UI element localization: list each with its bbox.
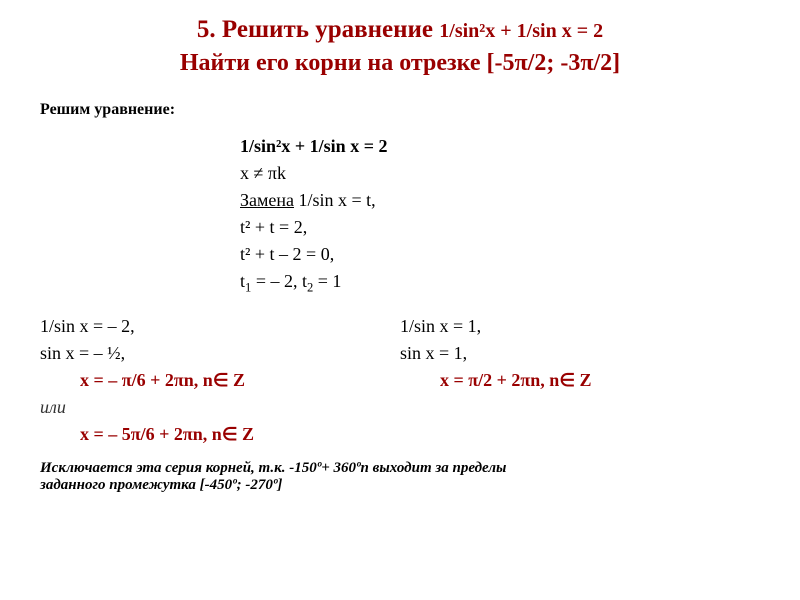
left-result2: x = – 5π/6 + 2πn, n∈ Z (40, 421, 400, 448)
step-substitution: Замена 1/sin x = t, (240, 187, 760, 214)
lr1d: π (174, 370, 184, 390)
lr2a: x = – 5 (80, 424, 131, 444)
rr1e: n, n (530, 370, 559, 390)
note-line2: заданного промежутка [-450º; -270º] (40, 477, 282, 493)
step-quad2: t² + t – 2 = 0, (240, 241, 760, 268)
step-domain: x ≠ πk (240, 160, 760, 187)
step2a: x ≠ (240, 163, 268, 183)
step-roots: t1 = – 2, t2 = 1 (240, 268, 760, 297)
title-line1-text: 5. Решить уравнение (197, 16, 439, 43)
lr1g: Z (229, 370, 246, 390)
title-equation: 1/sin²x + 1/sin x = 2 (439, 20, 603, 42)
slide: 5. Решить уравнение 1/sin²x + 1/sin x = … (0, 0, 800, 600)
columns: 1/sin x = – 2, sin x = – ½, x = – π/6 + … (40, 313, 760, 448)
right-result1: x = π/2 + 2πn, n∈ Z (400, 367, 760, 394)
note-line1: Исключается эта серия корней, т.к. -150º… (40, 460, 506, 476)
rr1b: π (468, 370, 478, 390)
left-result1: x = – π/6 + 2πn, n∈ Z (40, 367, 400, 394)
left-eq1: 1/sin x = – 2, (40, 313, 400, 340)
lr1a: x = – (80, 370, 122, 390)
solution-steps: 1/sin²x + 1/sin x = 2 x ≠ πk Замена 1/si… (240, 133, 760, 297)
left-column: 1/sin x = – 2, sin x = – ½, x = – π/6 + … (40, 313, 400, 448)
title-line2: Найти его корни на отрезке [-5π/2; -3π/2… (180, 50, 620, 76)
lr2f: ∈ (222, 424, 238, 444)
rr1a: x = (440, 370, 468, 390)
title-l2c: /2; -3 (528, 50, 581, 76)
rr1f: ∈ (559, 370, 575, 390)
lr1c: /6 + 2 (132, 370, 174, 390)
s6c: = – 2, t (251, 271, 307, 291)
lr1b: π (122, 370, 132, 390)
lr1f: ∈ (213, 370, 229, 390)
left-eq2: sin x = – ½, (40, 340, 400, 367)
rr1d: π (520, 370, 530, 390)
step2-pi: π (268, 163, 277, 183)
title-l2e: /2] (593, 50, 620, 76)
right-eq1: 1/sin x = 1, (400, 313, 760, 340)
right-eq2: sin x = 1, (400, 340, 760, 367)
title-pi1: π (515, 50, 528, 76)
slide-title: 5. Решить уравнение 1/sin²x + 1/sin x = … (40, 14, 760, 79)
right-column: 1/sin x = 1, sin x = 1, x = π/2 + 2πn, n… (400, 313, 760, 448)
lr2b: π (131, 424, 141, 444)
step2c: k (277, 163, 286, 183)
step3b: 1/sin x = t, (294, 190, 376, 210)
step3-underline: Замена (240, 190, 294, 210)
lr2d: π (183, 424, 193, 444)
rr1c: /2 + 2 (478, 370, 520, 390)
s6e: = 1 (313, 271, 341, 291)
lr2g: Z (238, 424, 255, 444)
rr1g: Z (575, 370, 592, 390)
title-pi2: π (580, 50, 593, 76)
exclusion-note: Исключается эта серия корней, т.к. -150º… (40, 460, 760, 494)
step-quad1: t² + t = 2, (240, 214, 760, 241)
title-l2a: Найти его корни на отрезке [-5 (180, 50, 515, 76)
lr2e: n, n (193, 424, 222, 444)
solve-label: Решим уравнение: (40, 101, 760, 119)
lr1e: n, n (184, 370, 213, 390)
step-equation: 1/sin²x + 1/sin x = 2 (240, 133, 760, 160)
lr2c: /6 + 2 (141, 424, 183, 444)
or-label: или (40, 394, 400, 421)
